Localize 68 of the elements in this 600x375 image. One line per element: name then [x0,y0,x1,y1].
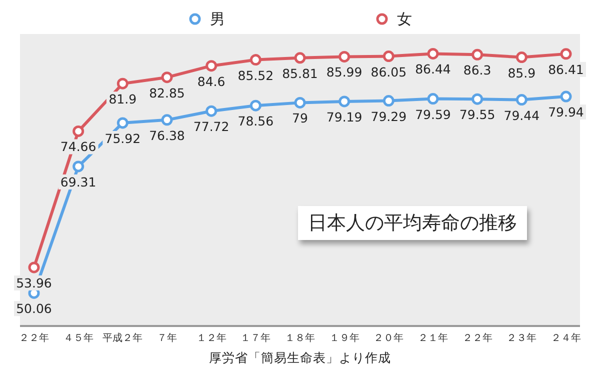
data-label: 86.3 [463,62,492,78]
point [472,48,484,60]
point [516,52,528,64]
point [516,94,528,106]
point [382,95,394,107]
point [206,105,218,117]
data-label: 53.96 [16,275,52,290]
data-label: 79.19 [326,109,362,124]
x-tick-label: ２３年 [506,332,537,344]
data-label: 79.44 [504,108,540,123]
point [427,93,439,105]
point [28,262,40,274]
x-tick-label: ４５年 [63,332,94,344]
data-label: 77.72 [193,119,230,134]
data-label: 79.59 [415,106,451,122]
x-tick-label: ２０年 [374,332,404,344]
x-tick-label: ２４年 [551,332,581,344]
data-label: 85.81 [282,66,318,81]
data-label: 79 [292,110,308,126]
point [338,50,350,62]
data-label: 76.38 [149,128,185,143]
point [560,90,572,102]
point [250,54,262,66]
data-label: 85.9 [508,65,536,80]
point [338,96,350,108]
x-tick-label: ２２年 [462,332,492,344]
point [472,93,484,105]
x-tick-label: ２２年 [19,332,49,344]
x-tick-label: 平成２年 [102,332,143,344]
point [382,50,394,62]
point [294,96,306,108]
point [72,160,84,172]
legend-label: 女 [396,8,412,30]
data-label: 79.94 [548,104,584,120]
data-label: 78.56 [238,114,274,129]
data-label: 82.85 [149,85,185,100]
x-tick-label: ７年 [157,332,177,344]
x-tick-label: １９年 [329,332,360,344]
x-tick-label: ２１年 [418,332,448,344]
text: 厚労省「簡易生命表」より作成 [208,350,392,367]
legend-label: 男 [209,8,225,30]
data-label: 86.41 [548,62,584,77]
data-label: 81.9 [108,92,137,107]
data-label: 79.29 [370,108,407,124]
point [116,117,128,129]
x-tick-label: １８年 [285,332,315,344]
point [560,48,572,60]
point [161,72,173,84]
data-label: 79.55 [459,107,496,122]
data-label: 85.99 [326,64,362,80]
point [116,78,128,90]
data-label: 86.05 [370,64,407,80]
data-label: 69.31 [60,174,96,190]
x-tick-label: １２年 [196,332,226,344]
data-label: 85.52 [238,68,274,83]
point [294,52,306,64]
data-label: 74.66 [60,139,96,154]
point [161,114,173,126]
data-label: 84.6 [197,74,226,89]
data-label: 86.44 [415,62,451,77]
text: 日本人の平均寿命の推移 [298,206,527,240]
data-label: 75.92 [104,130,141,146]
point [72,125,84,137]
point [427,48,439,60]
point [206,60,218,72]
data-label: 50.06 [16,301,52,316]
point [250,100,262,112]
x-tick-label: １７年 [240,332,271,344]
